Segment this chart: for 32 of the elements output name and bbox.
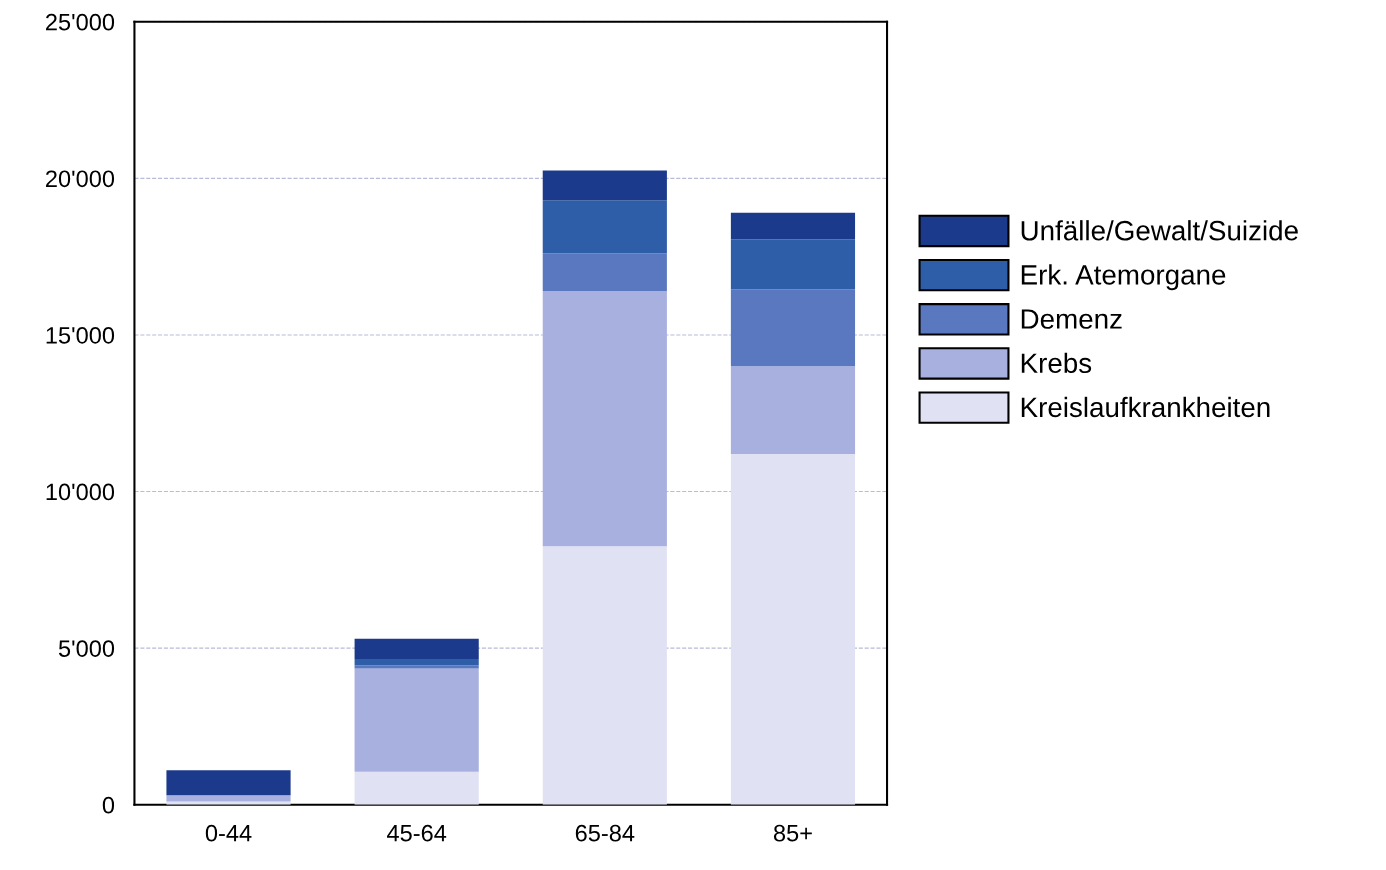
legend-label: Erk. Atemorgane bbox=[1021, 264, 1226, 291]
x-tick-label: 65-84 bbox=[575, 824, 635, 842]
bar bbox=[354, 665, 479, 669]
legend-label: Krebs bbox=[1021, 352, 1092, 374]
bar bbox=[542, 291, 667, 547]
x-tick-label: 45-64 bbox=[387, 824, 447, 842]
y-tick-label: 25'000 bbox=[46, 13, 115, 31]
bar bbox=[730, 239, 856, 290]
bar bbox=[542, 546, 667, 805]
y-tick-label: 5'000 bbox=[58, 640, 115, 657]
bar bbox=[354, 771, 479, 805]
y-tick-label: 20'000 bbox=[46, 170, 115, 188]
bar bbox=[730, 366, 856, 454]
bar bbox=[542, 170, 667, 201]
bar bbox=[354, 668, 479, 772]
bar bbox=[354, 659, 479, 666]
bar bbox=[166, 770, 291, 796]
bar bbox=[730, 453, 856, 805]
legend-label: Kreislaufkrankheiten bbox=[1021, 396, 1270, 418]
y-tick-label: 15'000 bbox=[46, 327, 115, 344]
bar bbox=[730, 212, 856, 240]
x-tick-label: 0-44 bbox=[205, 824, 252, 842]
legend-label: Unfälle/Gewalt/Suizide bbox=[1021, 220, 1298, 241]
bar bbox=[730, 289, 856, 367]
bar bbox=[542, 200, 667, 254]
bar bbox=[354, 638, 479, 660]
bar bbox=[166, 795, 291, 802]
legend-label: Demenz bbox=[1021, 309, 1122, 329]
bar bbox=[542, 253, 667, 292]
y-tick-label: 0 bbox=[102, 796, 115, 814]
x-tick-label: 85+ bbox=[773, 824, 812, 842]
y-tick-label: 10'000 bbox=[46, 483, 115, 501]
